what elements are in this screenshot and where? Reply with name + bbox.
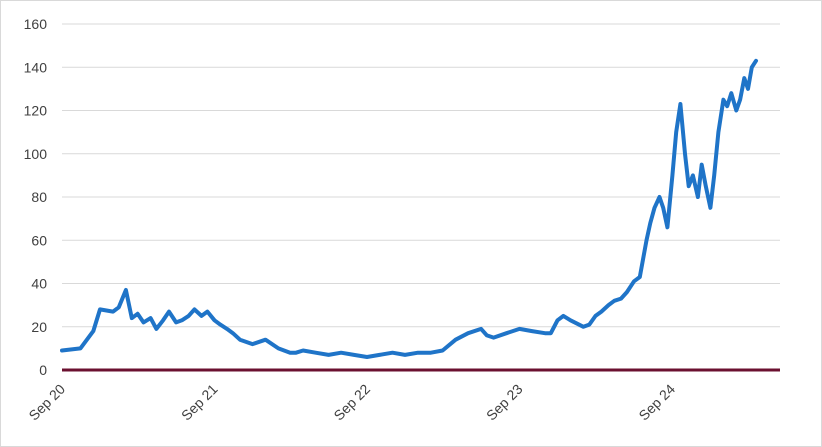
y-tick-label: 160 xyxy=(24,16,48,32)
x-tick-label: Sep 24 xyxy=(635,381,678,424)
gridlines xyxy=(62,23,780,328)
x-tick-label: Sep 22 xyxy=(330,381,373,424)
x-tick-label: Sep 20 xyxy=(25,381,68,424)
y-axis-tick-labels: 0 20 40 60 80 100 120 140 160 xyxy=(24,16,48,378)
y-tick-label: 80 xyxy=(31,189,47,205)
x-tick-label: Sep 23 xyxy=(483,381,526,424)
y-tick-label: 100 xyxy=(24,146,48,162)
y-tick-label: 120 xyxy=(24,103,48,119)
series-line xyxy=(60,58,758,359)
x-axis-tick-labels: Sep 20 Sep 21 Sep 22 Sep 23 Sep 24 xyxy=(25,381,678,424)
y-tick-label: 140 xyxy=(24,59,48,75)
y-tick-label: 60 xyxy=(31,232,47,248)
y-tick-label: 20 xyxy=(31,319,47,335)
y-tick-label: 40 xyxy=(31,276,47,292)
x-tick-label: Sep 21 xyxy=(178,381,221,424)
y-tick-label: 0 xyxy=(39,362,47,378)
